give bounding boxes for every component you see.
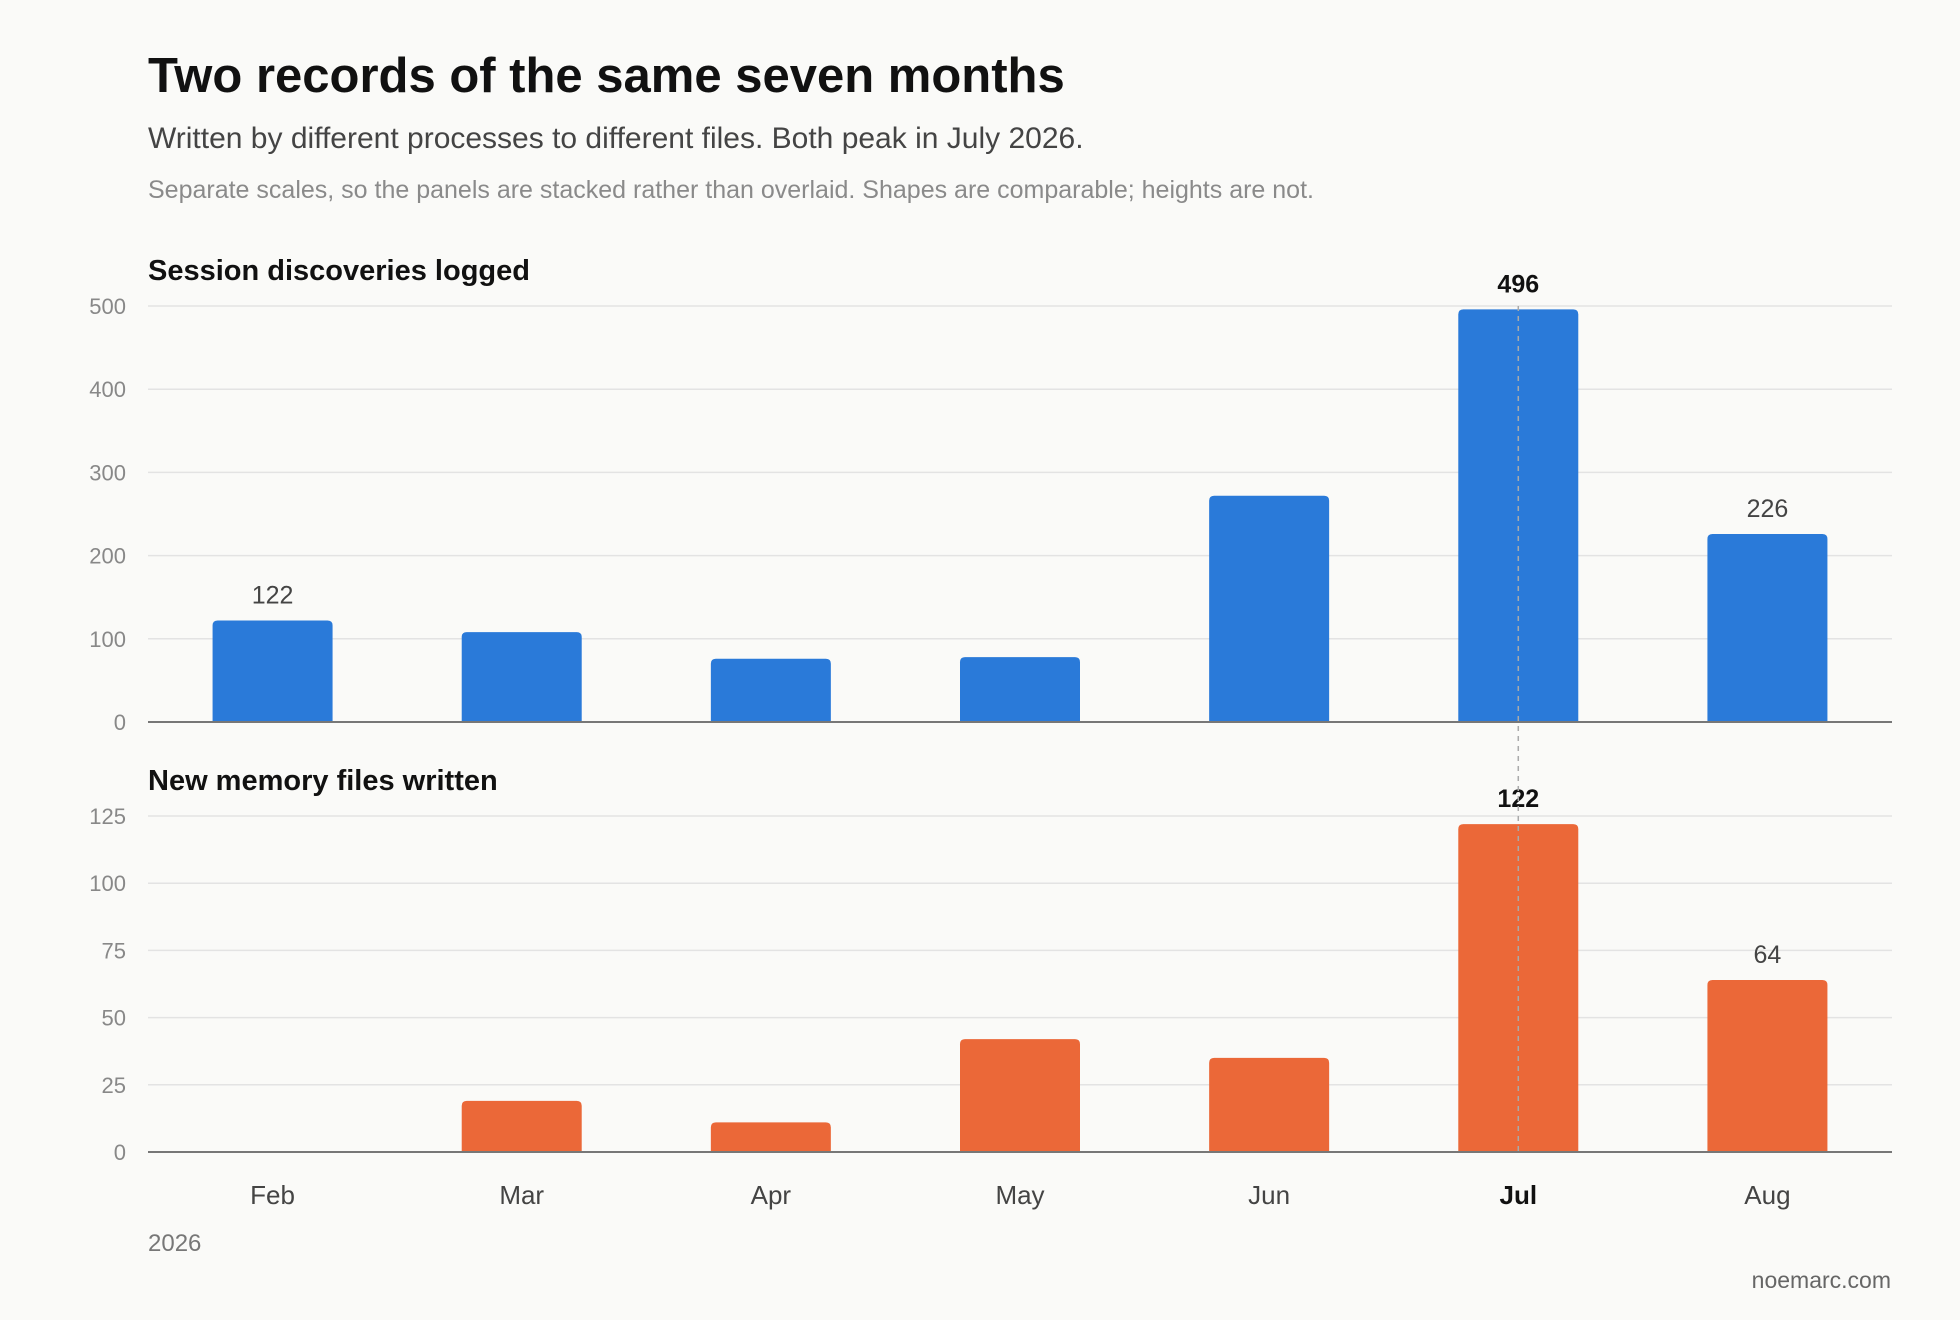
y-tick-label-1-0: 0 xyxy=(114,710,126,735)
panel-title-2: New memory files written xyxy=(148,765,498,797)
x-tick-label-apr: Apr xyxy=(751,1180,792,1210)
chart-subtitle: Written by different processes to differ… xyxy=(148,122,1084,155)
bar-2-mar xyxy=(461,1100,582,1152)
bar-1-feb xyxy=(212,620,333,722)
y-tick-label-1-500: 500 xyxy=(89,294,126,319)
value-label-1-aug: 226 xyxy=(1747,495,1789,523)
y-tick-label-2-25: 25 xyxy=(102,1073,126,1098)
x-tick-label-mar: Mar xyxy=(499,1180,544,1210)
x-tick-label-jun: Jun xyxy=(1248,1180,1290,1210)
y-tick-label-1-200: 200 xyxy=(89,544,126,569)
y-tick-label-1-300: 300 xyxy=(89,460,126,485)
y-tick-label-1-100: 100 xyxy=(89,627,126,652)
bar-2-may xyxy=(960,1039,1080,1152)
value-label-2-aug: 64 xyxy=(1754,941,1782,969)
bar-1-jul xyxy=(1458,309,1579,722)
x-tick-label-aug: Aug xyxy=(1744,1180,1790,1210)
bar-1-may xyxy=(960,657,1080,722)
bar-2-aug xyxy=(1707,979,1828,1152)
value-label-1-jul: 496 xyxy=(1497,270,1539,298)
source-credit: noemarc.com xyxy=(1751,1267,1891,1293)
year-label: 2026 xyxy=(148,1230,202,1257)
bar-1-mar xyxy=(461,632,582,722)
chart-title: Two records of the same seven months xyxy=(148,49,1065,103)
bar-1-apr xyxy=(710,658,831,722)
y-tick-label-1-400: 400 xyxy=(89,377,126,402)
y-tick-label-2-100: 100 xyxy=(89,871,126,896)
y-tick-label-2-0: 0 xyxy=(114,1140,126,1165)
x-tick-label-may: May xyxy=(995,1180,1044,1210)
y-tick-label-2-50: 50 xyxy=(102,1006,126,1031)
chart-note: Separate scales, so the panels are stack… xyxy=(148,176,1314,204)
y-tick-label-2-75: 75 xyxy=(102,938,126,963)
bar-2-jun xyxy=(1209,1057,1330,1152)
x-tick-label-jul: Jul xyxy=(1499,1180,1537,1210)
panel-title-1: Session discoveries logged xyxy=(148,255,530,287)
value-label-1-feb: 122 xyxy=(252,581,294,609)
x-tick-label-feb: Feb xyxy=(250,1180,295,1210)
bar-1-aug xyxy=(1707,533,1828,722)
bar-2-apr xyxy=(710,1122,831,1152)
bar-1-jun xyxy=(1209,495,1330,722)
y-tick-label-2-125: 125 xyxy=(89,804,126,829)
